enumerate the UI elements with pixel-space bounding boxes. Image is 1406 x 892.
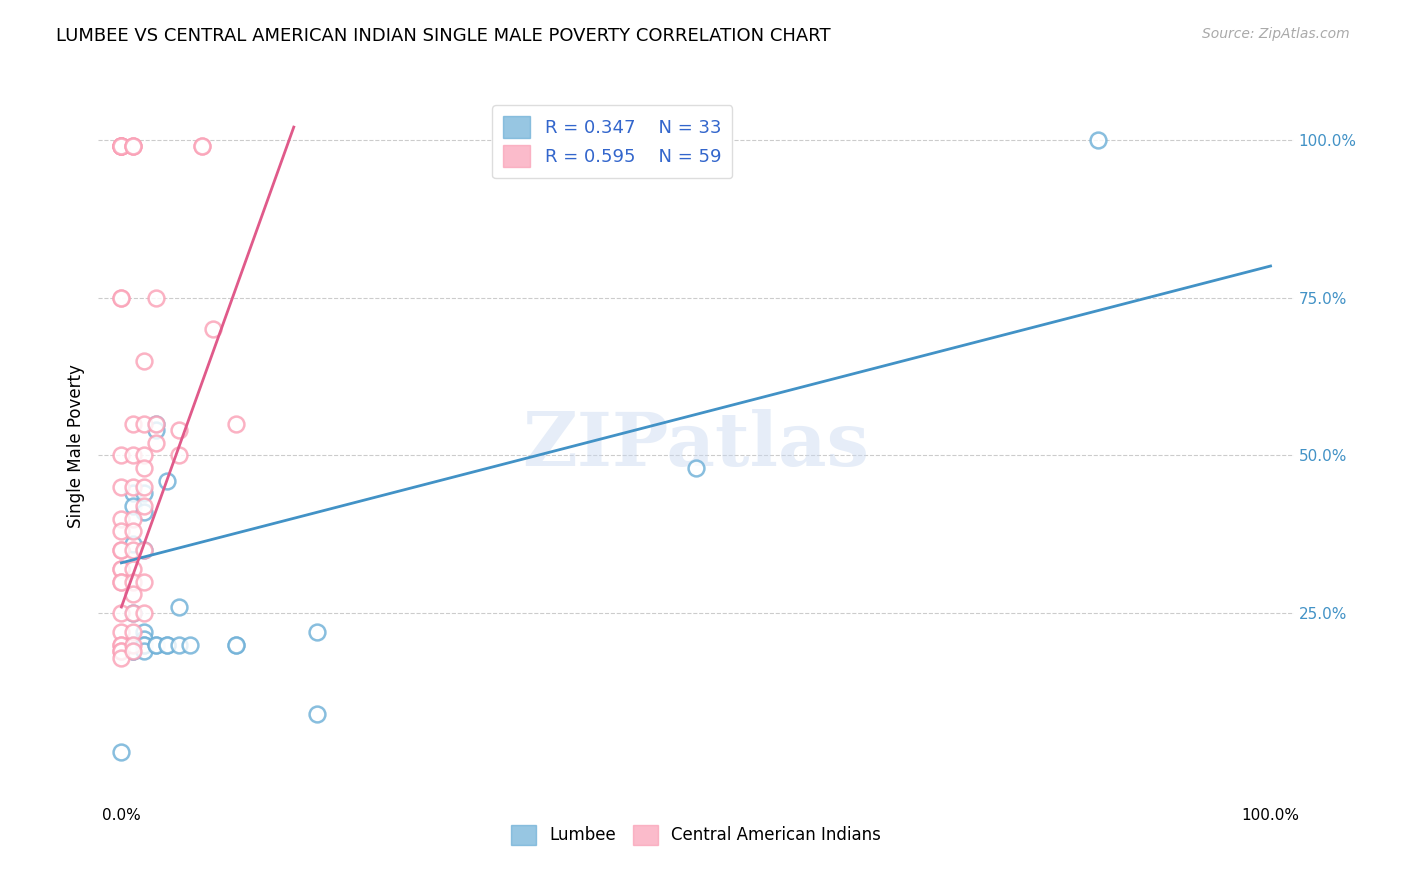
Point: [156, 638, 179, 652]
Text: LUMBEE VS CENTRAL AMERICAN INDIAN SINGLE MALE POVERTY CORRELATION CHART: LUMBEE VS CENTRAL AMERICAN INDIAN SINGLE…: [56, 27, 831, 45]
Point: [122, 644, 145, 658]
Point: [145, 423, 167, 437]
Point: [122, 644, 145, 658]
Point: [134, 638, 156, 652]
Point: [134, 574, 156, 589]
Point: [122, 486, 145, 500]
Point: [110, 607, 132, 621]
Point: [110, 139, 132, 153]
Point: [134, 486, 156, 500]
Point: [122, 480, 145, 494]
Point: [225, 417, 247, 431]
Point: [110, 524, 132, 539]
Point: [122, 562, 145, 576]
Point: [110, 543, 132, 558]
Point: [110, 543, 132, 558]
Point: [110, 291, 132, 305]
Point: [225, 638, 247, 652]
Point: [110, 644, 132, 658]
Point: [305, 707, 328, 722]
Point: [167, 600, 190, 615]
Point: [110, 291, 132, 305]
Point: [156, 474, 179, 488]
Point: [145, 638, 167, 652]
Point: [122, 638, 145, 652]
Point: [110, 139, 132, 153]
Point: [156, 638, 179, 652]
Point: [110, 745, 132, 759]
Point: [122, 537, 145, 551]
Point: [134, 417, 156, 431]
Point: [134, 461, 156, 475]
Point: [122, 543, 145, 558]
Point: [122, 607, 145, 621]
Point: [122, 139, 145, 153]
Point: [685, 461, 707, 475]
Point: [145, 291, 167, 305]
Point: [305, 625, 328, 640]
Point: [122, 511, 145, 525]
Point: [110, 449, 132, 463]
Point: [134, 625, 156, 640]
Point: [122, 644, 145, 658]
Point: [167, 449, 190, 463]
Point: [145, 638, 167, 652]
Point: [191, 139, 214, 153]
Point: [167, 423, 190, 437]
Point: [110, 139, 132, 153]
Point: [145, 417, 167, 431]
Point: [122, 499, 145, 513]
Point: [110, 511, 132, 525]
Point: [1087, 133, 1109, 147]
Point: [122, 524, 145, 539]
Point: [134, 353, 156, 368]
Point: [110, 139, 132, 153]
Text: ZIPatlas: ZIPatlas: [523, 409, 869, 483]
Point: [122, 587, 145, 601]
Point: [122, 139, 145, 153]
Text: Source: ZipAtlas.com: Source: ZipAtlas.com: [1202, 27, 1350, 41]
Point: [122, 449, 145, 463]
Point: [134, 449, 156, 463]
Point: [110, 638, 132, 652]
Point: [122, 574, 145, 589]
Point: [134, 543, 156, 558]
Point: [122, 638, 145, 652]
Point: [110, 638, 132, 652]
Point: [191, 139, 214, 153]
Point: [167, 638, 190, 652]
Point: [134, 480, 156, 494]
Point: [122, 417, 145, 431]
Point: [179, 638, 201, 652]
Point: [110, 139, 132, 153]
Point: [134, 644, 156, 658]
Point: [134, 543, 156, 558]
Point: [122, 139, 145, 153]
Point: [110, 562, 132, 576]
Point: [110, 574, 132, 589]
Point: [110, 480, 132, 494]
Legend: Lumbee, Central American Indians: Lumbee, Central American Indians: [505, 818, 887, 852]
Point: [134, 632, 156, 646]
Point: [202, 322, 225, 336]
Point: [122, 625, 145, 640]
Point: [122, 607, 145, 621]
Y-axis label: Single Male Poverty: Single Male Poverty: [66, 364, 84, 528]
Point: [134, 607, 156, 621]
Point: [134, 505, 156, 519]
Point: [145, 435, 167, 450]
Point: [225, 638, 247, 652]
Point: [145, 417, 167, 431]
Point: [110, 574, 132, 589]
Point: [110, 644, 132, 658]
Point: [134, 638, 156, 652]
Point: [110, 562, 132, 576]
Point: [110, 650, 132, 665]
Point: [110, 625, 132, 640]
Point: [134, 499, 156, 513]
Point: [110, 139, 132, 153]
Point: [122, 638, 145, 652]
